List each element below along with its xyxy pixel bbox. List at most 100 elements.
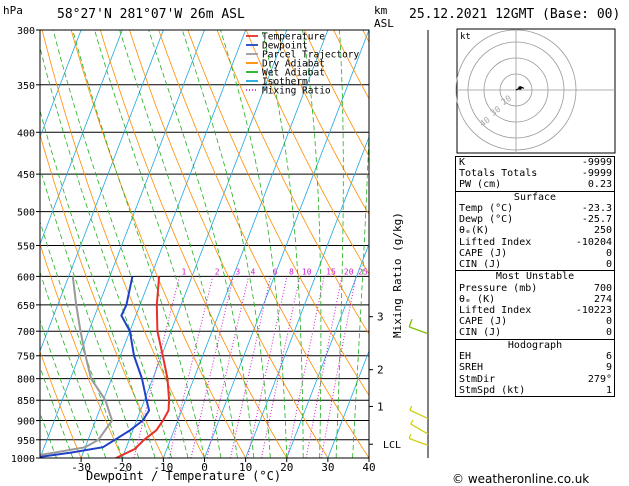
isotherm-line (40, 30, 82, 139)
index-value: -9999 (581, 168, 612, 180)
index-label: SREH (459, 362, 484, 374)
hodograph-stats-box: Hodograph EH 6 SREH 9 StmDir 279° StmSpd (k… (455, 339, 615, 397)
index-row: Totals Totals -9999 (456, 168, 614, 179)
mixing-ratio-label: 15 (326, 267, 336, 276)
wet-adiabat-line (335, 30, 344, 458)
legend-label: Dry Adiabat (262, 59, 325, 70)
isotherm-line (163, 30, 329, 458)
wet-adiabat-line (261, 30, 304, 458)
copyright-link[interactable]: © weatheronline.co.uk (452, 472, 590, 486)
index-label: Temp (°C) (459, 203, 514, 215)
temperature-tick-label: 0 (201, 461, 208, 474)
pressure-tick-label: 500 (17, 208, 35, 219)
mixing-ratio-line (230, 276, 272, 458)
mixing-ratio-line (261, 276, 301, 458)
isotherm-line (80, 30, 246, 458)
asl-axis-label: ASL (374, 17, 394, 30)
index-value: 279° (587, 373, 612, 385)
storm-motion-marker (518, 86, 522, 90)
index-row: StmSpd (kt) 1 (456, 385, 614, 396)
lcl-label: LCL (383, 440, 401, 451)
x-axis-title: Dewpoint / Temperature (°C) (86, 469, 282, 483)
pressure-tick-label: 850 (17, 396, 35, 407)
mixing-ratio-label: 25 (358, 267, 368, 276)
legend-label: Temperature (262, 32, 325, 43)
temperature-tick-label: 40 (362, 461, 375, 474)
index-value: 0 (605, 327, 612, 339)
wet-adiabat-line (181, 30, 271, 458)
section-title: Most Unstable (495, 271, 575, 283)
mixing-ratio-line (190, 276, 234, 458)
section-title: Surface (513, 191, 557, 203)
hodograph-ring-label: 40 (478, 115, 492, 129)
hpa-axis-label: hPa (3, 4, 23, 17)
wet-adiabat-line (40, 109, 156, 458)
pressure-tick-label: 750 (17, 352, 35, 363)
mixing-ratio-line (247, 276, 288, 458)
hodograph-ring-label: 20 (500, 94, 514, 108)
pressure-tick-label: 800 (17, 375, 35, 386)
index-value: 0 (605, 259, 612, 270)
index-value: -10223 (575, 305, 612, 317)
index-row: CIN (J) 0 (456, 259, 614, 270)
index-row: EH 6 (456, 351, 614, 362)
dry-adiabat-line (40, 350, 82, 458)
mixing-ratio-line (286, 276, 325, 458)
temperature-tick-label: 30 (321, 461, 334, 474)
wet-adiabat-line (40, 270, 107, 458)
isotherm-line (40, 30, 205, 458)
mixing-ratio-line (305, 276, 343, 458)
km-tick-label: 3 (377, 311, 384, 324)
mixing-ratio-line (168, 276, 214, 458)
temperature-tick-label: -30 (71, 461, 91, 474)
index-value: 1 (605, 384, 612, 396)
wind-barb-staff (410, 423, 429, 435)
pressure-tick-label: 350 (17, 81, 35, 92)
pressure-tick-label: 550 (17, 241, 35, 252)
temperature-tick-label: -10 (153, 461, 173, 474)
index-label: Dewp (°C) (459, 214, 514, 226)
temperature-tick-label: -20 (112, 461, 132, 474)
index-row: Temp (°C) -23.3 (456, 203, 614, 214)
index-label: PW (cm) (459, 179, 502, 191)
index-label: Lifted Index (459, 305, 532, 317)
index-value: 0.23 (587, 179, 612, 191)
dry-adiabat-line (41, 30, 205, 458)
wet-adiabat-line (352, 120, 369, 458)
dry-adiabat-line (245, 30, 369, 275)
index-row: Dewp (°C) -25.7 (456, 214, 614, 225)
index-value: -10204 (575, 236, 612, 248)
wet-adiabat-line (94, 30, 222, 458)
mixing-ratio-label: 1 (181, 267, 186, 276)
wet-adiabat-line (119, 30, 238, 458)
hodograph-ring-label: 30 (489, 105, 503, 119)
dry-adiabat-line (100, 30, 288, 458)
mixing-ratio-label: 2 (215, 267, 220, 276)
wind-barb-staff (408, 437, 429, 446)
mixing-ratio-line (320, 276, 357, 458)
dry-adiabat-line (216, 30, 369, 335)
index-row: CAPE (J) 0 (456, 316, 614, 327)
index-value: 0 (605, 316, 612, 328)
hodograph-unit-label: kt (460, 32, 471, 42)
parcel-trajectory-profile (40, 276, 114, 456)
dry-adiabat-line (70, 30, 246, 458)
pressure-tick-label: 900 (17, 417, 35, 428)
index-value: 9 (605, 362, 612, 374)
mixing-ratio-line (133, 276, 180, 458)
mixing-ratio-label: 8 (289, 267, 294, 276)
index-value: 250 (593, 225, 612, 237)
km-tick-label: 2 (377, 364, 384, 377)
mixing-ratio-axis-title: Mixing Ratio (g/kg) (391, 212, 404, 338)
index-row: StmDir 279° (456, 374, 614, 385)
section-title: Hodograph (507, 339, 563, 351)
wind-barb-staff (408, 326, 429, 335)
isotherm-line (40, 30, 123, 246)
index-row: θₑ (K) 274 (456, 294, 614, 305)
index-row: K -9999 (456, 157, 614, 168)
km-axis-label: km (374, 4, 388, 17)
mixing-ratio-label: 4 (251, 267, 256, 276)
dewpoint-profile (40, 276, 151, 458)
